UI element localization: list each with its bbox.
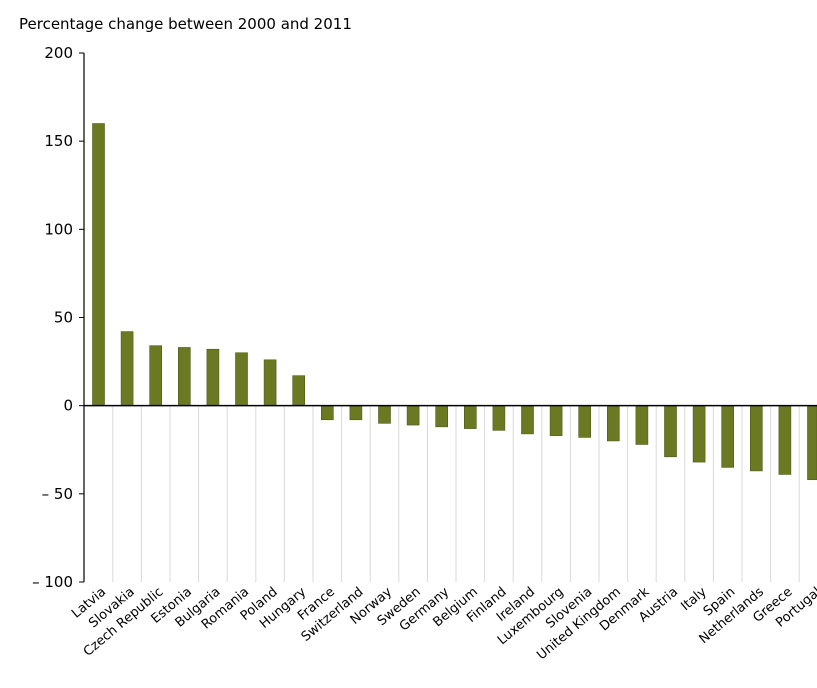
bar-france <box>321 406 333 420</box>
y-tick-label: – 50 <box>42 485 73 503</box>
bar-germany <box>436 406 448 427</box>
y-tick-label: 0 <box>63 397 73 415</box>
bar-ireland <box>522 406 534 434</box>
y-axis-label: Percentage change between 2000 and 2011 <box>19 15 352 33</box>
bar-austria <box>665 406 677 457</box>
y-tick-label: 150 <box>44 132 73 150</box>
bar-slovakia <box>121 332 133 406</box>
bar-luxembourg <box>550 406 562 436</box>
bar-denmark <box>636 406 648 445</box>
bar-switzerland <box>350 406 362 420</box>
bar-romania <box>236 353 248 406</box>
bar-latvia <box>93 124 105 406</box>
y-tick-label: 100 <box>44 220 73 238</box>
bars <box>93 124 817 480</box>
bar-portugal <box>808 406 817 480</box>
bar-estonia <box>178 347 190 405</box>
y-tick-label: – 100 <box>32 573 73 591</box>
y-tick-labels: 200 150 100 50 0 – 50 – 100 <box>32 44 73 591</box>
bar-sweden <box>407 406 419 425</box>
y-tick-label: 200 <box>44 44 73 62</box>
bar-italy <box>693 406 705 462</box>
bar-belgium <box>464 406 476 429</box>
bar-spain <box>722 406 734 468</box>
bar-netherlands <box>750 406 762 471</box>
axes <box>79 53 817 582</box>
bar-united-kingdom <box>607 406 619 441</box>
bar-hungary <box>293 376 305 406</box>
bar-slovenia <box>579 406 591 438</box>
bar-norway <box>379 406 391 424</box>
bar-czech-republic <box>150 346 162 406</box>
bar-greece <box>779 406 791 475</box>
bar-bulgaria <box>207 349 219 405</box>
bar-finland <box>493 406 505 431</box>
y-tick-label: 50 <box>54 309 73 327</box>
bar-poland <box>264 360 276 406</box>
